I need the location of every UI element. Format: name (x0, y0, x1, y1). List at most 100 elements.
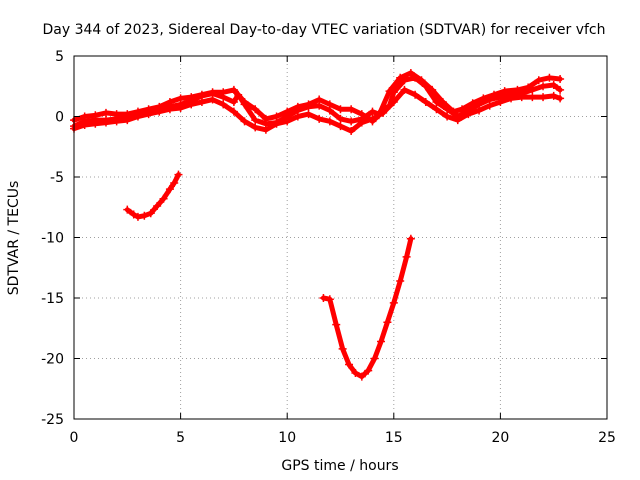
chart-title: Day 344 of 2023, Sidereal Day-to-day VTE… (42, 22, 605, 38)
data-point-marker (219, 100, 228, 109)
data-point-marker (144, 110, 153, 119)
data-point-marker (449, 107, 458, 116)
data-point-marker (91, 119, 100, 128)
series-early-arc (123, 170, 183, 221)
data-point-marker (315, 95, 324, 104)
data-point-marker (208, 95, 217, 104)
data-point-marker (490, 90, 499, 99)
data-point-marker (272, 112, 281, 121)
data-point-marker (133, 112, 142, 121)
data-point-marker (496, 97, 505, 106)
data-point-marker (251, 123, 260, 132)
data-point-marker (165, 185, 174, 194)
data-point-marker (539, 82, 548, 91)
data-point-marker (251, 105, 260, 114)
data-point-marker (80, 112, 89, 121)
data-point-marker (534, 76, 543, 85)
data-point-marker (229, 85, 238, 94)
data-point-marker (174, 170, 183, 179)
data-point-marker (272, 119, 281, 128)
data-point-marker (545, 73, 554, 82)
data-point-marker (507, 94, 516, 103)
data-point-marker (112, 117, 121, 126)
x-axis-label: GPS time / hours (281, 458, 398, 474)
data-point-marker (240, 117, 249, 126)
data-point-marker (170, 179, 179, 188)
x-tick-label: 20 (491, 430, 509, 446)
data-point-marker (332, 320, 341, 329)
data-point-marker (368, 107, 377, 116)
x-tick-label: 5 (176, 430, 185, 446)
data-point-marker (379, 108, 388, 117)
data-point-marker (123, 116, 132, 125)
data-point-marker (539, 93, 548, 102)
data-point-marker (475, 106, 484, 115)
data-point-marker (513, 85, 522, 94)
data-point-marker (357, 118, 366, 127)
data-point-marker (319, 294, 328, 302)
data-point-marker (336, 114, 345, 123)
data-point-marker (123, 205, 132, 214)
data-point-marker (159, 194, 168, 203)
data-point-marker (325, 117, 334, 126)
data-point-marker (556, 74, 565, 83)
data-point-marker (347, 127, 356, 136)
data-point-marker (304, 110, 313, 119)
data-point-marker (458, 105, 467, 114)
y-tick-label: 5 (55, 49, 64, 65)
data-point-marker (345, 360, 354, 369)
x-tick-label: 0 (70, 430, 79, 446)
data-point-marker (389, 97, 398, 106)
data-point-marker (129, 210, 138, 219)
data-point-marker (396, 277, 405, 286)
data-point-marker (315, 114, 324, 123)
data-point-marker (347, 117, 356, 126)
x-tick-label: 25 (598, 430, 616, 446)
data-point-marker (112, 110, 121, 119)
data-point-marker (338, 344, 347, 353)
data-point-marker (389, 298, 398, 307)
data-point-marker (402, 252, 411, 261)
y-tick-label: -5 (50, 170, 64, 186)
data-point-marker (261, 114, 270, 123)
data-point-marker (176, 94, 185, 103)
data-point-marker (240, 97, 249, 106)
data-point-marker (377, 337, 386, 346)
data-point-marker (417, 76, 426, 85)
data-point-marker (549, 91, 558, 100)
x-tick-label: 10 (278, 430, 296, 446)
data-point-marker (251, 116, 260, 125)
data-point-marker (80, 120, 89, 129)
data-point-marker (293, 102, 302, 111)
data-point-marker (400, 85, 409, 94)
data-point-marker (197, 90, 206, 99)
y-tick-label: -25 (41, 412, 64, 428)
data-point-marker (485, 101, 494, 110)
data-point-marker (155, 107, 164, 116)
y-axis-label: SDTVAR / TECUs (6, 181, 22, 296)
axis-ticks: 0 5 10 15 20 25 5 0 -5 -10 -15 -20 -25 (41, 49, 616, 446)
data-point-marker (325, 295, 334, 304)
data-point-marker (351, 369, 360, 378)
data-point-marker (293, 112, 302, 121)
data-point-marker (364, 366, 373, 375)
data-point-marker (229, 97, 238, 106)
data-point-marker (208, 88, 217, 97)
data-point-marker (133, 212, 142, 221)
data-point-marker (197, 97, 206, 106)
data-point-marker (464, 110, 473, 119)
data-series (70, 68, 565, 381)
data-point-marker (370, 354, 379, 363)
data-point-marker (406, 68, 415, 77)
x-tick-label: 15 (385, 430, 403, 446)
data-point-marker (438, 97, 447, 106)
y-tick-label: -10 (41, 231, 64, 247)
data-point-marker (91, 111, 100, 120)
data-point-marker (140, 211, 149, 220)
data-point-marker (187, 100, 196, 109)
data-point-marker (336, 122, 345, 131)
series-deep-arc (319, 234, 415, 381)
data-point-marker (411, 90, 420, 99)
data-point-marker (406, 234, 415, 243)
data-point-marker (479, 94, 488, 103)
